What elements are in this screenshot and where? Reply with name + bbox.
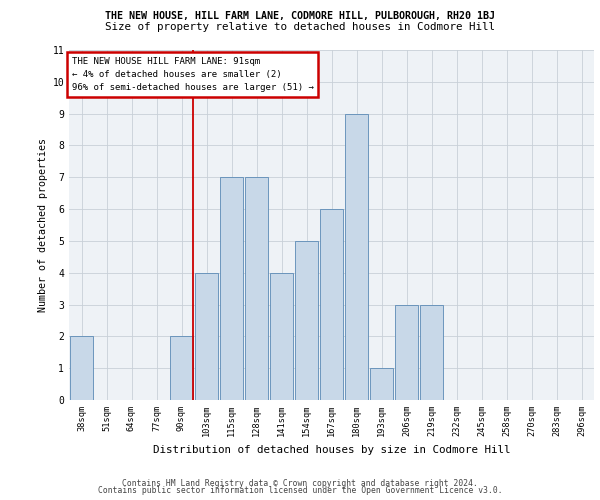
Bar — [370, 368, 393, 400]
Bar — [270, 272, 293, 400]
Bar — [220, 178, 243, 400]
Bar — [345, 114, 368, 400]
Text: THE NEW HOUSE HILL FARM LANE: 91sqm
← 4% of detached houses are smaller (2)
96% : THE NEW HOUSE HILL FARM LANE: 91sqm ← 4%… — [71, 57, 314, 92]
Bar — [70, 336, 93, 400]
Bar — [245, 178, 268, 400]
Text: Size of property relative to detached houses in Codmore Hill: Size of property relative to detached ho… — [105, 22, 495, 32]
Bar — [320, 209, 343, 400]
Bar — [295, 241, 318, 400]
Bar — [195, 272, 218, 400]
Y-axis label: Number of detached properties: Number of detached properties — [38, 138, 48, 312]
Bar — [420, 304, 443, 400]
Bar — [395, 304, 418, 400]
X-axis label: Distribution of detached houses by size in Codmore Hill: Distribution of detached houses by size … — [153, 444, 510, 454]
Text: THE NEW HOUSE, HILL FARM LANE, CODMORE HILL, PULBOROUGH, RH20 1BJ: THE NEW HOUSE, HILL FARM LANE, CODMORE H… — [105, 12, 495, 22]
Bar — [170, 336, 193, 400]
Text: Contains HM Land Registry data © Crown copyright and database right 2024.: Contains HM Land Registry data © Crown c… — [122, 478, 478, 488]
Text: Contains public sector information licensed under the Open Government Licence v3: Contains public sector information licen… — [98, 486, 502, 495]
